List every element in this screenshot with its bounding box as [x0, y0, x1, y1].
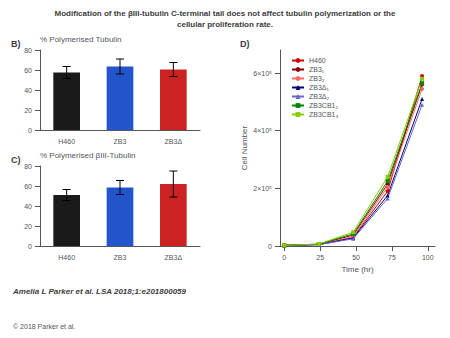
svg-text:50: 50 [352, 254, 360, 261]
svg-text:Time (hr): Time (hr) [341, 265, 373, 274]
svg-text:ZB3: ZB3 [114, 138, 127, 145]
svg-text:0: 0 [28, 243, 32, 250]
svg-text:ZB3Δ: ZB3Δ [165, 138, 183, 145]
svg-text:60: 60 [24, 67, 32, 74]
svg-text:ZB3CB1₂: ZB3CB1₂ [309, 102, 338, 109]
svg-text:ZB3: ZB3 [114, 254, 127, 261]
svg-text:% Polymerised βIII-Tubulin: % Polymerised βIII-Tubulin [40, 151, 135, 160]
svg-text:ZB3₁: ZB3₁ [309, 66, 325, 73]
svg-text:ZB3Δ₂: ZB3Δ₂ [309, 93, 330, 100]
svg-text:6×10⁵: 6×10⁵ [253, 70, 272, 77]
svg-text:80: 80 [24, 47, 32, 54]
svg-text:B): B) [11, 39, 21, 49]
svg-text:40: 40 [24, 87, 32, 94]
svg-text:25: 25 [316, 254, 324, 261]
svg-text:2×10⁵: 2×10⁵ [253, 185, 272, 192]
svg-text:0: 0 [282, 254, 286, 261]
svg-text:ZB3Δ: ZB3Δ [165, 254, 183, 261]
svg-text:Cell Number: Cell Number [240, 125, 249, 170]
svg-text:60: 60 [24, 183, 32, 190]
svg-text:cellular proliferation rate.: cellular proliferation rate. [177, 20, 273, 29]
svg-text:20: 20 [24, 107, 32, 114]
svg-text:© 2018 Parker et al.: © 2018 Parker et al. [13, 323, 75, 330]
svg-text:20: 20 [24, 223, 32, 230]
svg-text:ZB3₂: ZB3₂ [309, 75, 325, 82]
svg-text:% Polymerised Tubulin: % Polymerised Tubulin [40, 35, 121, 44]
svg-text:0: 0 [268, 243, 272, 250]
svg-text:H460: H460 [58, 254, 75, 261]
svg-text:100: 100 [422, 254, 434, 261]
svg-text:C): C) [11, 155, 21, 165]
svg-text:Amelia L Parker et al. LSA 201: Amelia L Parker et al. LSA 2018;1:e20180… [12, 287, 187, 296]
svg-text:H460: H460 [58, 138, 75, 145]
svg-text:75: 75 [388, 254, 396, 261]
svg-text:40: 40 [24, 203, 32, 210]
svg-text:4×10⁵: 4×10⁵ [253, 127, 272, 134]
svg-text:H460: H460 [309, 57, 326, 64]
svg-text:D): D) [240, 39, 250, 49]
svg-text:ZB3CB1₃: ZB3CB1₃ [309, 111, 338, 118]
svg-text:80: 80 [24, 163, 32, 170]
svg-text:0: 0 [28, 127, 32, 134]
svg-text:ZB3Δ₁: ZB3Δ₁ [309, 84, 330, 91]
svg-text:Modification of the βIII-tubul: Modification of the βIII-tubulin C-termi… [55, 9, 396, 18]
